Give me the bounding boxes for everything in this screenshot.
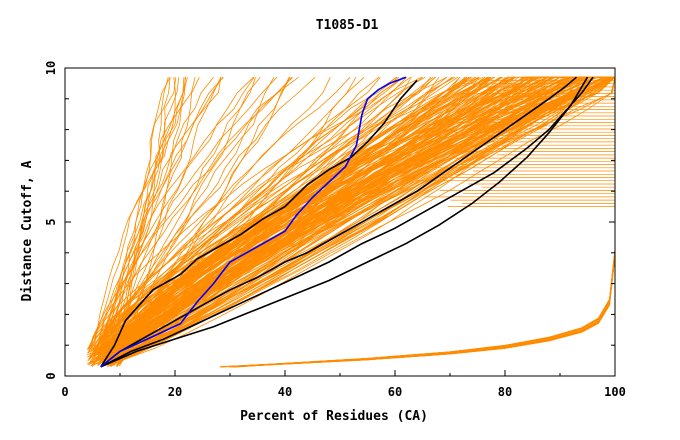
bundle-series-line (104, 76, 293, 351)
bundle-series-line (87, 76, 299, 354)
bundle-series-line (116, 76, 494, 351)
bundle-series-line (104, 76, 214, 355)
bundle-series-line (110, 76, 470, 355)
bundle-series-line (118, 76, 615, 362)
x-tick-label: 80 (498, 385, 512, 399)
x-tick-label: 60 (388, 385, 402, 399)
bundle-series-line (90, 76, 615, 367)
bundle-series-layer (86, 76, 615, 368)
bundle-series-line (109, 76, 615, 352)
bundle-series-line (88, 76, 405, 351)
bundle-series-line (111, 76, 615, 355)
bundle-series-line (107, 76, 615, 355)
bundle-series-line (97, 76, 293, 358)
bundle-series-line (102, 76, 615, 355)
bundle-series-line (119, 77, 177, 357)
bundle-series-line (97, 76, 278, 358)
x-tick-label: 0 (61, 385, 68, 399)
bundle-series-line (97, 76, 485, 350)
bundle-series-line (110, 76, 503, 354)
y-axis-label: Distance Cutoff, A (20, 160, 35, 301)
bundle-series-line (115, 76, 440, 362)
bundle-series-line (89, 76, 422, 352)
bundle-series-line (100, 76, 615, 352)
reference-series-line (100, 76, 578, 368)
bundle-series-line (111, 77, 196, 355)
y-tick-label: 0 (44, 372, 58, 379)
reference-series-line (100, 76, 594, 368)
reference-series-line (100, 76, 589, 368)
bundle-series-line (99, 76, 255, 365)
bundle-series-line (116, 76, 466, 367)
chart-title: T1085-D1 (316, 18, 379, 33)
bundle-series-line (116, 77, 256, 352)
x-tick-label: 40 (278, 385, 292, 399)
bundle-series-line (86, 76, 615, 355)
y-tick-label: 10 (44, 61, 58, 75)
bundle-series-line (92, 77, 188, 361)
bundle-series-line (108, 76, 615, 350)
bundle-series-line (104, 76, 615, 363)
y-tick-label: 5 (44, 218, 58, 225)
bundle-series-line (116, 76, 515, 366)
bundle-series-line (91, 76, 411, 366)
bundle-series-line (113, 76, 529, 365)
bundle-series-line (118, 77, 169, 364)
bundle-series-line (97, 76, 316, 361)
bundle-series-line (118, 76, 615, 359)
bundle-series-line (118, 77, 186, 362)
highlight-series-line (100, 76, 407, 368)
x-tick-label: 20 (168, 385, 182, 399)
low-bundle-line (220, 253, 615, 368)
plot-area (86, 76, 615, 368)
reference-series-line (100, 79, 418, 368)
bundle-series-line (92, 76, 426, 358)
bundle-series-line (88, 76, 424, 366)
bundle-series-line (96, 76, 365, 356)
x-axis-label: Percent of Residues (CA) (240, 409, 428, 424)
bundle-series-line (98, 76, 501, 355)
bundle-series-line (116, 77, 200, 367)
axis-ticks: 0 20 40 60 80 100 0 5 10 (44, 61, 626, 399)
bundle-series-line (115, 76, 514, 355)
bundle-series-line (108, 76, 615, 360)
low-bundle-line (229, 256, 615, 368)
bundle-series-line (93, 76, 400, 355)
bundle-series-line (87, 76, 477, 350)
bundle-series-line (107, 76, 261, 355)
bundle-series-line (97, 76, 542, 359)
x-tick-label: 100 (604, 385, 626, 399)
reference-series-layer (100, 76, 594, 368)
bundle-series-line (89, 76, 615, 364)
